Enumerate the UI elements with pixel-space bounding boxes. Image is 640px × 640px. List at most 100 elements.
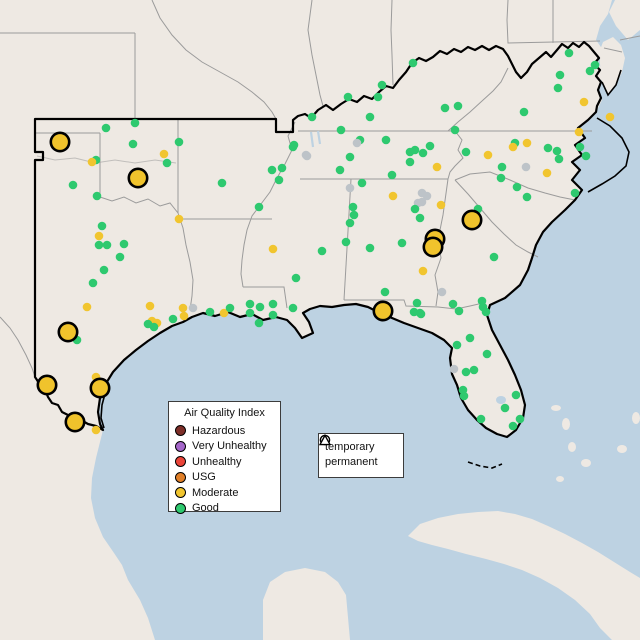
monitor-dot-good[interactable] bbox=[288, 142, 298, 152]
monitor-dot-good[interactable] bbox=[410, 204, 420, 214]
monitor-dot-good[interactable] bbox=[519, 107, 529, 117]
monitor-dot-no_data[interactable] bbox=[437, 287, 447, 297]
monitor-dot-good[interactable] bbox=[377, 80, 387, 90]
monitor-dot-good[interactable] bbox=[245, 299, 255, 309]
monitor-dot-good[interactable] bbox=[255, 302, 265, 312]
monitor-dot-good[interactable] bbox=[408, 58, 418, 68]
monitor-dot-good[interactable] bbox=[461, 367, 471, 377]
monitor-dot-good[interactable] bbox=[99, 265, 109, 275]
monitor-dot-good[interactable] bbox=[343, 92, 353, 102]
monitor-dot-no_data[interactable] bbox=[449, 364, 459, 374]
monitor-dot-moderate[interactable] bbox=[145, 301, 155, 311]
monitor-dot-good[interactable] bbox=[205, 307, 215, 317]
monitor-dot-good[interactable] bbox=[68, 180, 78, 190]
monitor-dot-good[interactable] bbox=[341, 237, 351, 247]
monitor-dot-good[interactable] bbox=[555, 70, 565, 80]
monitor-dot-moderate[interactable] bbox=[432, 162, 442, 172]
monitor-dot-moderate[interactable] bbox=[436, 200, 446, 210]
monitor-dot-good[interactable] bbox=[508, 421, 518, 431]
monitor-dot-good[interactable] bbox=[217, 178, 227, 188]
monitor-dot-good[interactable] bbox=[254, 318, 264, 328]
monitor-dot-good[interactable] bbox=[102, 240, 112, 250]
monitor-dot-good[interactable] bbox=[94, 240, 104, 250]
temporary-monitor-marker[interactable] bbox=[461, 209, 483, 231]
monitor-dot-good[interactable] bbox=[130, 118, 140, 128]
monitor-dot-good[interactable] bbox=[511, 390, 521, 400]
monitor-dot-good[interactable] bbox=[307, 112, 317, 122]
monitor-dot-good[interactable] bbox=[381, 135, 391, 145]
monitor-dot-good[interactable] bbox=[553, 83, 563, 93]
monitor-dot-moderate[interactable] bbox=[91, 425, 101, 435]
monitor-dot-good[interactable] bbox=[454, 306, 464, 316]
monitor-dot-good[interactable] bbox=[581, 151, 591, 161]
temporary-monitor-marker[interactable] bbox=[57, 321, 79, 343]
monitor-dot-good[interactable] bbox=[128, 139, 138, 149]
monitor-dot-good[interactable] bbox=[418, 148, 428, 158]
monitor-dot-moderate[interactable] bbox=[159, 149, 169, 159]
monitor-dot-good[interactable] bbox=[274, 175, 284, 185]
monitor-dot-good[interactable] bbox=[168, 314, 178, 324]
monitor-dot-good[interactable] bbox=[115, 252, 125, 262]
monitor-dot-good[interactable] bbox=[412, 298, 422, 308]
monitor-dot-good[interactable] bbox=[453, 101, 463, 111]
monitor-dot-no_data[interactable] bbox=[345, 183, 355, 193]
monitor-dot-moderate[interactable] bbox=[94, 231, 104, 241]
temporary-monitor-marker[interactable] bbox=[89, 377, 111, 399]
monitor-dot-moderate[interactable] bbox=[574, 127, 584, 137]
monitor-dot-good[interactable] bbox=[225, 303, 235, 313]
monitor-dot-good[interactable] bbox=[552, 146, 562, 156]
monitor-dot-good[interactable] bbox=[425, 141, 435, 151]
temporary-monitor-marker[interactable] bbox=[372, 300, 394, 322]
monitor-dot-moderate[interactable] bbox=[388, 191, 398, 201]
temporary-monitor-marker[interactable] bbox=[49, 131, 71, 153]
monitor-dot-good[interactable] bbox=[448, 299, 458, 309]
monitor-dot-good[interactable] bbox=[522, 192, 532, 202]
monitor-dot-no_data[interactable] bbox=[302, 151, 312, 161]
temporary-monitor-marker[interactable] bbox=[127, 167, 149, 189]
monitor-dot-good[interactable] bbox=[317, 246, 327, 256]
monitor-dot-no_data[interactable] bbox=[521, 162, 531, 172]
monitor-dot-good[interactable] bbox=[245, 308, 255, 318]
monitor-dot-moderate[interactable] bbox=[87, 157, 97, 167]
monitor-dot-good[interactable] bbox=[497, 162, 507, 172]
monitor-dot-good[interactable] bbox=[335, 165, 345, 175]
monitor-dot-good[interactable] bbox=[288, 303, 298, 313]
monitor-dot-good[interactable] bbox=[149, 322, 159, 332]
monitor-dot-moderate[interactable] bbox=[522, 138, 532, 148]
monitor-dot-good[interactable] bbox=[543, 143, 553, 153]
monitor-dot-good[interactable] bbox=[267, 165, 277, 175]
temporary-monitor-marker[interactable] bbox=[64, 411, 86, 433]
monitor-dot-moderate[interactable] bbox=[178, 303, 188, 313]
monitor-dot-good[interactable] bbox=[496, 173, 506, 183]
monitor-dot-good[interactable] bbox=[97, 221, 107, 231]
monitor-dot-good[interactable] bbox=[119, 239, 129, 249]
monitor-dot-good[interactable] bbox=[268, 299, 278, 309]
monitor-dot-moderate[interactable] bbox=[179, 311, 189, 321]
monitor-dot-good[interactable] bbox=[373, 92, 383, 102]
monitor-dot-good[interactable] bbox=[387, 170, 397, 180]
monitor-dot-good[interactable] bbox=[415, 213, 425, 223]
monitor-dot-good[interactable] bbox=[380, 287, 390, 297]
monitor-dot-good[interactable] bbox=[345, 218, 355, 228]
monitor-dot-good[interactable] bbox=[489, 252, 499, 262]
monitor-dot-good[interactable] bbox=[440, 103, 450, 113]
monitor-dot-good[interactable] bbox=[405, 157, 415, 167]
monitor-dot-good[interactable] bbox=[554, 154, 564, 164]
monitor-dot-moderate[interactable] bbox=[418, 266, 428, 276]
monitor-dot-no_data[interactable] bbox=[422, 191, 432, 201]
monitor-dot-good[interactable] bbox=[515, 414, 525, 424]
monitor-dot-good[interactable] bbox=[254, 202, 264, 212]
monitor-dot-good[interactable] bbox=[512, 182, 522, 192]
monitor-dot-good[interactable] bbox=[564, 48, 574, 58]
monitor-dot-moderate[interactable] bbox=[174, 214, 184, 224]
monitor-dot-no_data[interactable] bbox=[188, 303, 198, 313]
monitor-dot-good[interactable] bbox=[476, 414, 486, 424]
monitor-dot-good[interactable] bbox=[349, 210, 359, 220]
monitor-dot-good[interactable] bbox=[365, 243, 375, 253]
monitor-dot-good[interactable] bbox=[575, 142, 585, 152]
monitor-dot-good[interactable] bbox=[277, 163, 287, 173]
monitor-dot-good[interactable] bbox=[450, 125, 460, 135]
monitor-dot-moderate[interactable] bbox=[508, 142, 518, 152]
monitor-dot-no_data[interactable] bbox=[352, 138, 362, 148]
